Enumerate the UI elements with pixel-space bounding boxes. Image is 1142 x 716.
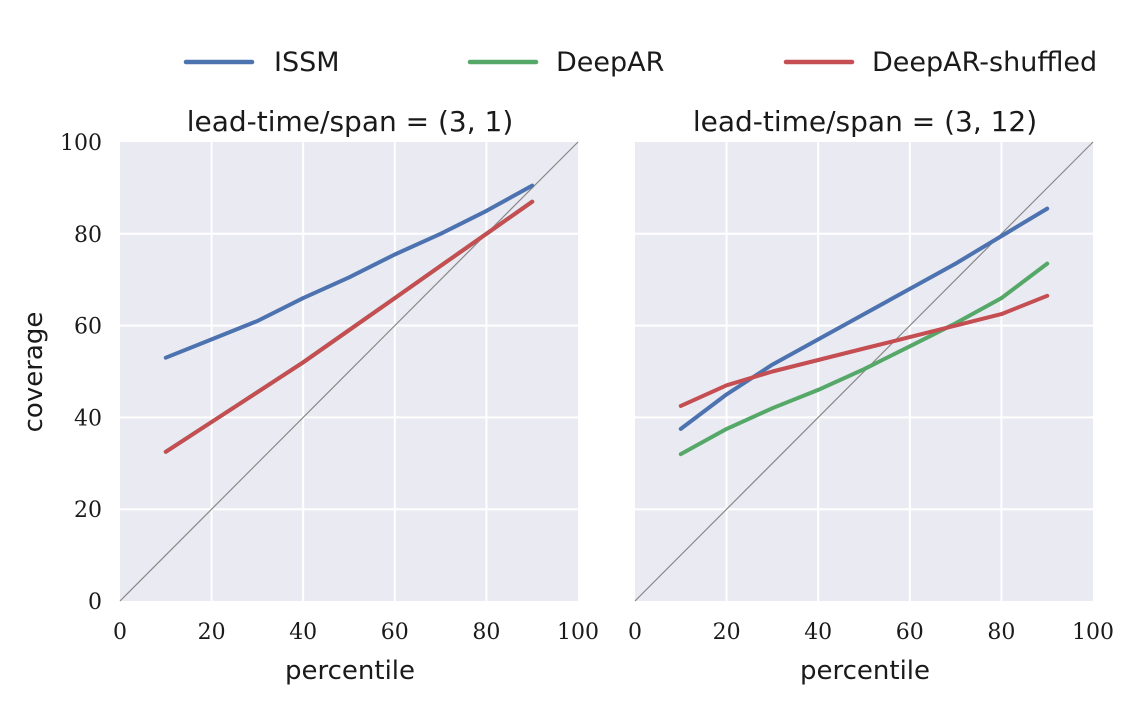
series-line-deepar-shuffled	[163, 199, 535, 454]
x-tick-label: 100	[1072, 620, 1114, 645]
x-tick-label: 80	[987, 620, 1015, 645]
chart-panel-right: lead-time/span = (3, 12) 0 20 40 60 80 100 pe…	[628, 105, 1114, 686]
x-tick-label: 40	[804, 620, 832, 645]
x-tick-label: 80	[472, 620, 500, 645]
x-ticks-right: 0 20 40 60 80 100	[628, 620, 1114, 645]
x-tick-label: 20	[198, 620, 226, 645]
y-axis-label: coverage	[19, 312, 49, 433]
series-line-deepar-shuffled	[678, 293, 1050, 408]
series-line-issm	[678, 206, 1050, 431]
x-tick-label: 40	[289, 620, 317, 645]
y-ticks-left: 0 20 40 60 80 100	[60, 131, 102, 615]
legend-label-deepar: DeepAR	[556, 47, 664, 78]
x-tick-label: 0	[628, 620, 642, 645]
y-tick-label: 0	[88, 590, 102, 615]
reference-line-left	[119, 141, 579, 602]
grid-left	[120, 142, 578, 601]
x-tick-label: 60	[896, 620, 924, 645]
x-tick-label: 100	[557, 620, 599, 645]
series-group-left	[163, 183, 535, 454]
series-group-right	[678, 206, 1050, 457]
y-tick-label: 80	[74, 223, 102, 248]
chart-title-right: lead-time/span = (3, 12)	[693, 105, 1037, 138]
legend-label-issm: ISSM	[274, 47, 340, 78]
grid-right	[635, 142, 1093, 601]
reference-line-right	[634, 141, 1094, 602]
y-tick-label: 100	[60, 131, 102, 156]
x-axis-label-right: percentile	[800, 656, 930, 686]
chart-title-left: lead-time/span = (3, 1)	[187, 105, 514, 138]
x-axis-label-left: percentile	[285, 656, 415, 686]
chart-panel-left: lead-time/span = (3, 1) 0 20 40 60 80 100 0 20…	[60, 105, 599, 686]
y-tick-label: 20	[74, 498, 102, 523]
series-line-issm	[163, 183, 535, 360]
x-tick-label: 0	[113, 620, 127, 645]
legend: ISSM DeepAR DeepAR-shuffled	[183, 47, 1097, 78]
y-tick-label: 60	[74, 315, 102, 340]
x-tick-label: 20	[713, 620, 741, 645]
y-tick-label: 40	[74, 406, 102, 431]
x-ticks-left: 0 20 40 60 80 100	[113, 620, 599, 645]
series-line-deepar	[678, 261, 1050, 457]
legend-label-deepar-shuffled: DeepAR-shuffled	[872, 47, 1097, 78]
x-tick-label: 60	[381, 620, 409, 645]
